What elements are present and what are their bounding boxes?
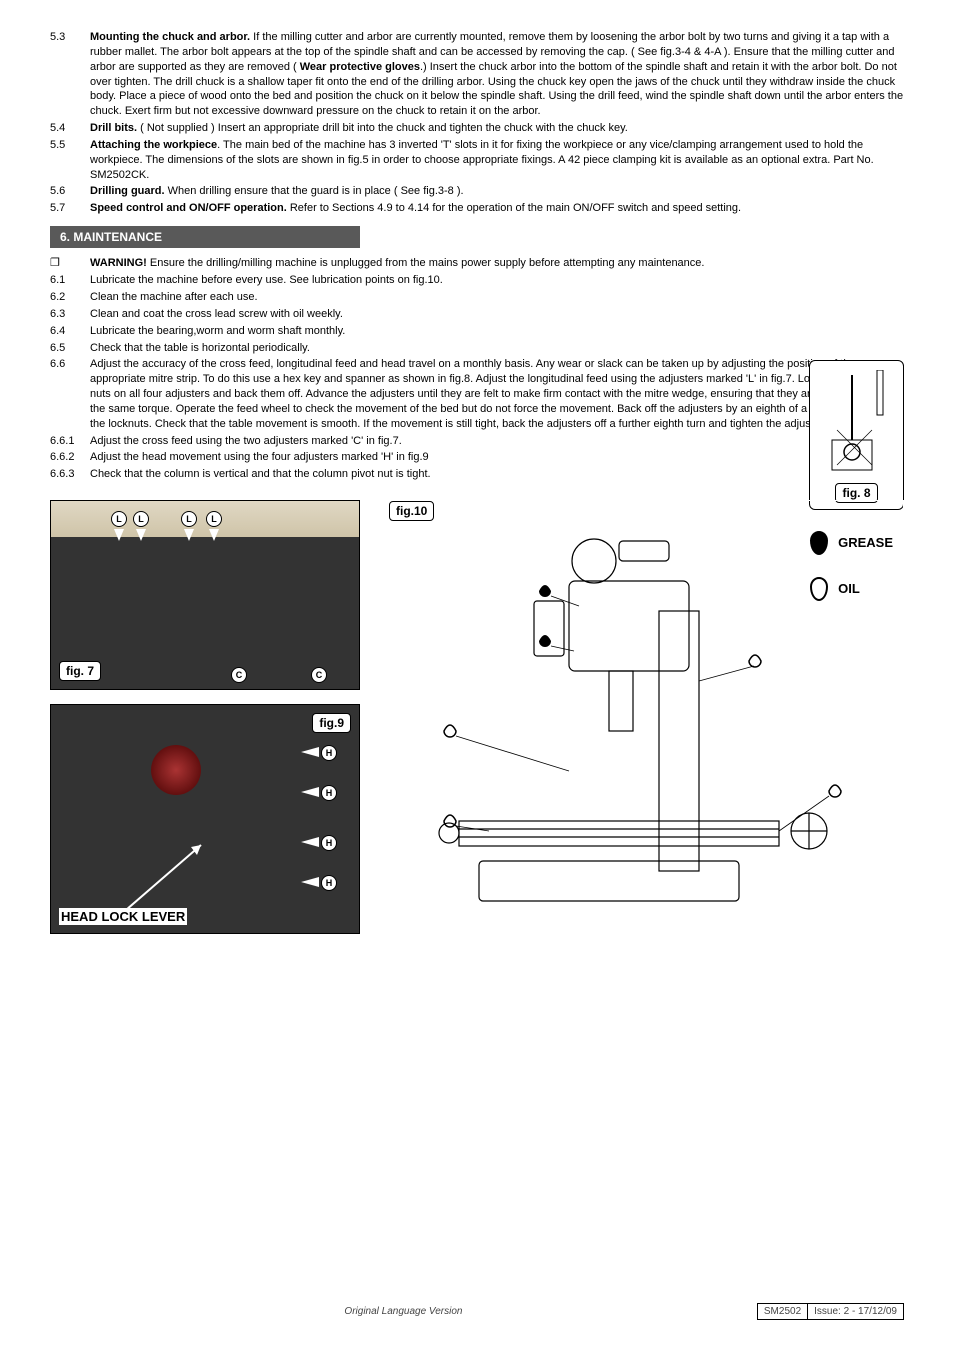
item-text: Attaching the workpiece. The main bed of…: [90, 138, 904, 183]
figure-9: H H H H fig.9 HEAD LOCK LEVER: [50, 704, 360, 934]
fig10-label: fig.10: [389, 501, 434, 521]
footer-right: SM2502 Issue: 2 - 17/12/09: [757, 1303, 904, 1321]
fig7-label: fig. 7: [59, 661, 101, 681]
item-6.3: 6.3Clean and coat the cross lead screw w…: [50, 307, 904, 322]
arrow-left-icon: [301, 747, 319, 757]
mill-diagram: [419, 531, 859, 931]
marker-H: H: [321, 875, 337, 891]
item-6.2: 6.2Clean the machine after each use.: [50, 290, 904, 305]
section-6-list: ❐ WARNING! Ensure the drilling/milling m…: [50, 256, 904, 482]
headlock-arrow: [121, 835, 211, 915]
item-6.4: 6.4Lubricate the bearing,worm and worm s…: [50, 324, 904, 339]
section-5-list: 5.3 Mounting the chuck and arbor. If the…: [50, 30, 904, 216]
item-text: Mounting the chuck and arbor. If the mil…: [90, 30, 904, 119]
warning-icon: ❐: [50, 256, 90, 271]
item-num: 5.4: [50, 121, 90, 136]
arrow-down-icon: [114, 529, 124, 541]
marker-L: L: [133, 511, 149, 527]
item-6.6.3: 6.6.3Check that the column is vertical a…: [50, 467, 904, 482]
item-text: Drill bits. ( Not supplied ) Insert an a…: [90, 121, 904, 136]
item-6.1: 6.1Lubricate the machine before every us…: [50, 273, 904, 288]
warning-row: ❐ WARNING! Ensure the drilling/milling m…: [50, 256, 904, 271]
marker-L: L: [206, 511, 222, 527]
item-5.7: 5.7 Speed control and ON/OFF operation. …: [50, 201, 904, 216]
item-num: 5.6: [50, 184, 90, 199]
item-num: 5.5: [50, 138, 90, 183]
marker-C: C: [231, 667, 247, 683]
marker-L: L: [181, 511, 197, 527]
figure-7: L L L L C C fig. 7: [50, 500, 360, 690]
item-6.6: 6.6Adjust the accuracy of the cross feed…: [50, 357, 904, 431]
item-5.4: 5.4 Drill bits. ( Not supplied ) Insert …: [50, 121, 904, 136]
page-footer: Original Language Version SM2502 Issue: …: [50, 1303, 904, 1321]
warning-text: WARNING! Ensure the drilling/milling mac…: [90, 256, 904, 271]
footer-model: SM2502: [757, 1303, 808, 1321]
item-num: 5.3: [50, 30, 90, 119]
fig8-illustration: [822, 367, 892, 483]
item-5.5: 5.5 Attaching the workpiece. The main be…: [50, 138, 904, 183]
figure-10: fig.10 GREASE OIL: [378, 500, 904, 935]
left-figures: L L L L C C fig. 7 H H H H fig.9 HEAD LO…: [50, 500, 360, 935]
item-6.6.1: 6.6.1Adjust the cross feed using the two…: [50, 434, 904, 449]
arrow-down-icon: [136, 529, 146, 541]
footer-issue: Issue: 2 - 17/12/09: [808, 1303, 904, 1321]
marker-L: L: [111, 511, 127, 527]
item-num: 5.7: [50, 201, 90, 216]
marker-H: H: [321, 785, 337, 801]
marker-H: H: [321, 835, 337, 851]
item-text: Speed control and ON/OFF operation. Refe…: [90, 201, 904, 216]
marker-C: C: [311, 667, 327, 683]
item-6.5: 6.5Check that the table is horizontal pe…: [50, 341, 904, 356]
ruler-graphic: [51, 501, 359, 537]
arrow-left-icon: [301, 877, 319, 887]
arrow-left-icon: [301, 837, 319, 847]
arrow-down-icon: [209, 529, 219, 541]
arrow-down-icon: [184, 529, 194, 541]
item-5.3: 5.3 Mounting the chuck and arbor. If the…: [50, 30, 904, 119]
item-6.6.2: 6.6.2Adjust the head movement using the …: [50, 450, 904, 465]
figure-8: fig. 8: [809, 360, 904, 510]
item-text: Drilling guard. When drilling ensure tha…: [90, 184, 904, 199]
figures-row: L L L L C C fig. 7 H H H H fig.9 HEAD LO…: [50, 500, 904, 935]
item-5.6: 5.6 Drilling guard. When drilling ensure…: [50, 184, 904, 199]
arrow-left-icon: [301, 787, 319, 797]
knob-graphic: [151, 745, 201, 795]
fig9-label: fig.9: [312, 713, 351, 733]
section-6-header: 6. MAINTENANCE: [50, 226, 360, 248]
marker-H: H: [321, 745, 337, 761]
footer-center: Original Language Version: [344, 1305, 462, 1319]
